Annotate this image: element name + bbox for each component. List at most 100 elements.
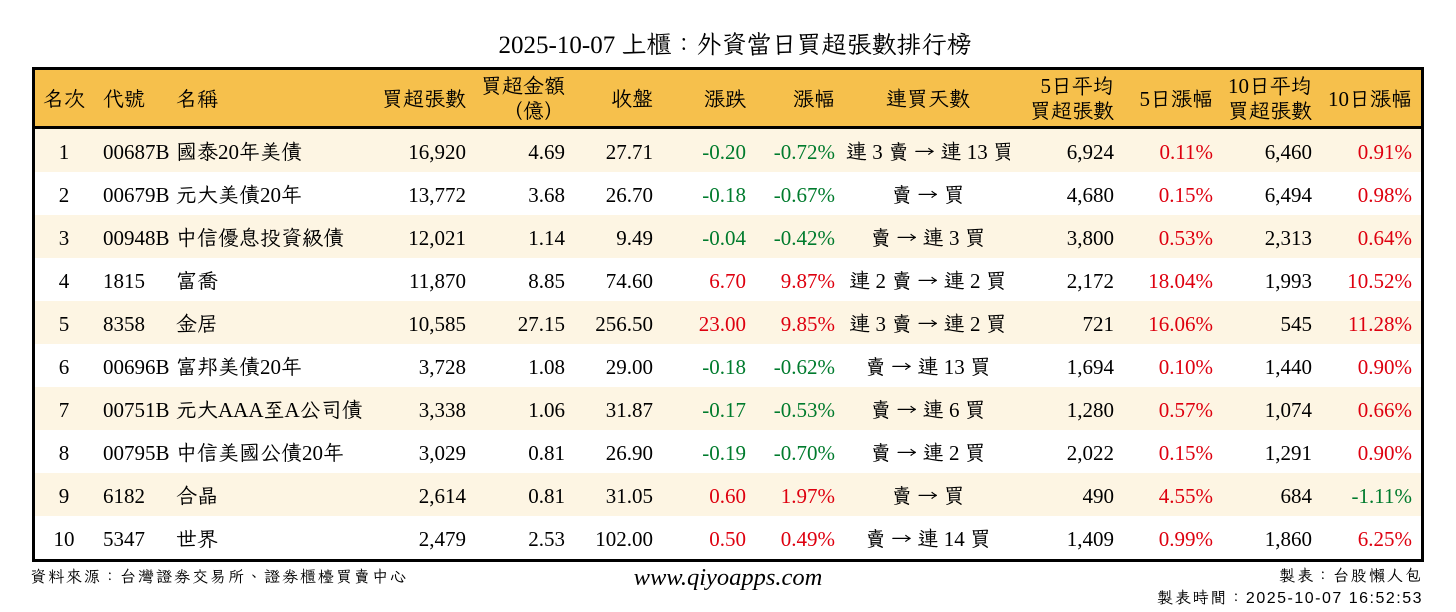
cell-pct5: 0.57%: [1125, 387, 1224, 430]
cell-change_pct: -0.67%: [773, 179, 835, 208]
table-row: 6 00696B 富邦美債20年 3,728 1.08 29.00 -0.18 -0.62% 賣…: [35, 344, 1421, 387]
cell-volume: 3,728: [418, 351, 466, 380]
cell-volume: 13,772: [408, 179, 466, 208]
table-row: 3 00948B 中信優息投資級債 12,021 1.14 9.49 -0.04 -0.42%…: [35, 215, 1421, 258]
cell-avg10: 1,291: [1264, 437, 1312, 466]
cell-pct10: 10.52%: [1347, 265, 1412, 294]
column-header-pct5: 5日漲幅: [1125, 70, 1224, 129]
table-row: 8 00795B 中信美國公債20年 3,029 0.81 26.90 -0.19 -0.70…: [35, 430, 1421, 473]
column-header-close: 收盤: [576, 70, 664, 129]
cell-rank: 9: [35, 473, 93, 516]
cell-volume: 3,338: [370, 387, 477, 430]
cell-amount: 27.15: [477, 301, 576, 344]
column-header-streak: 連買天數: [846, 70, 1010, 129]
cell-close: 31.87: [576, 387, 664, 430]
page-title: 2025-10-07 上櫃：外資當日買超張數排行榜: [498, 28, 972, 61]
cell-pct5: 18.04%: [1148, 265, 1213, 294]
maker-credit: 製表：台股懶人包: [1278, 564, 1423, 586]
cell-pct10: 0.66%: [1323, 387, 1421, 430]
cell-close: 26.70: [605, 179, 653, 208]
cell-streak: 連 3 賣 → 連 2 買: [846, 301, 1010, 344]
cell-pct10: 0.64%: [1323, 215, 1421, 258]
cell-rank: 1: [35, 129, 93, 172]
cell-streak: 連 3 賣 → 連 13 買: [846, 129, 1010, 172]
cell-avg5: 2,022: [1066, 437, 1114, 466]
cell-avg5: 4,680: [1066, 179, 1114, 208]
cell-volume: 11,870: [409, 265, 466, 294]
cell-close: 26.90: [605, 437, 653, 466]
column-header-code: 代號: [93, 70, 170, 129]
cell-avg10: 1,440: [1264, 351, 1312, 380]
cell-pct5: 16.06%: [1125, 301, 1224, 344]
cell-name: 中信美國公債20年: [176, 437, 344, 466]
cell-rank: 3: [35, 215, 93, 258]
cell-streak: 連 2 賣 → 連 2 買: [849, 265, 1007, 294]
cell-avg10: 1,993: [1264, 265, 1312, 294]
cell-change: -0.04: [664, 215, 757, 258]
cell-amount: 0.81: [477, 473, 576, 516]
column-header-name: 名稱: [170, 70, 370, 129]
cell-name: 元大美債20年: [176, 179, 302, 208]
cell-avg5: 2,172: [1066, 265, 1114, 294]
cell-pct10: 6.25%: [1357, 523, 1412, 552]
cell-change: 6.70: [709, 265, 746, 294]
cell-change_pct: 9.87%: [780, 265, 835, 294]
column-header-amount: 買超金額 （億）: [477, 70, 576, 129]
cell-change: -0.18: [702, 351, 746, 380]
cell-change_pct: -0.72%: [757, 129, 846, 172]
cell-close: 102.00: [595, 523, 653, 552]
table-row: 10 5347 世界 2,479 2.53 102.00 0.50 0.49% 賣 → 連 14…: [35, 516, 1421, 559]
table-header: 名次 代號 名稱 買超張數 買超金額 （億） 收盤 漲跌 漲幅 連買天數 5日平均 買超張數 5日漲…: [35, 70, 1421, 129]
cell-avg10: 1,074: [1224, 387, 1323, 430]
cell-rank: 8: [58, 437, 70, 466]
cell-pct5: 0.10%: [1158, 351, 1213, 380]
website-link[interactable]: www.qiyoapps.com: [633, 564, 823, 591]
cell-change_pct: 0.49%: [780, 523, 835, 552]
cell-volume: 2,614: [370, 473, 477, 516]
cell-volume: 2,479: [418, 523, 466, 552]
cell-code: 1815: [103, 265, 145, 294]
cell-name: 金居: [170, 301, 370, 344]
cell-rank: 6: [58, 351, 70, 380]
cell-avg10: 545: [1224, 301, 1323, 344]
cell-pct10: 0.90%: [1357, 351, 1412, 380]
cell-name: 元大AAA至A公司債: [170, 387, 370, 430]
cell-change: -0.20: [664, 129, 757, 172]
column-header-pct10: 10日漲幅: [1323, 70, 1421, 129]
cell-close: 29.00: [605, 351, 653, 380]
cell-rank: 4: [58, 265, 70, 294]
column-header-rank: 名次: [35, 70, 93, 129]
cell-amount: 1.08: [528, 351, 565, 380]
cell-name: 富喬: [176, 265, 218, 294]
cell-change: -0.17: [664, 387, 757, 430]
table-row: 1 00687B 國泰20年美債 16,920 4.69 27.71 -0.20 -0.72%…: [35, 129, 1421, 172]
table-row: 5 8358 金居 10,585 27.15 256.50 23.00 9.85% 連 3 賣 …: [35, 301, 1421, 344]
cell-streak: 賣 → 連 6 買: [846, 387, 1010, 430]
cell-pct5: 0.99%: [1158, 523, 1213, 552]
table-row: 2 00679B 元大美債20年 13,772 3.68 26.70 -0.18 -0.67%…: [35, 172, 1421, 215]
cell-code: 5347: [103, 523, 145, 552]
cell-code: 6182: [93, 473, 170, 516]
cell-rank: 10: [53, 523, 75, 552]
cell-name: 富邦美債20年: [176, 351, 302, 380]
cell-volume: 16,920: [370, 129, 477, 172]
cell-amount: 2.53: [528, 523, 565, 552]
cell-change: -0.18: [702, 179, 746, 208]
cell-change_pct: -0.62%: [773, 351, 835, 380]
cell-volume: 10,585: [370, 301, 477, 344]
cell-avg5: 1,280: [1010, 387, 1125, 430]
cell-change: 23.00: [664, 301, 757, 344]
cell-streak: 賣 → 連 14 買: [865, 523, 991, 552]
table-row: 9 6182 合晶 2,614 0.81 31.05 0.60 1.97% 賣 → 買 490 4.…: [35, 473, 1421, 516]
cell-amount: 1.14: [477, 215, 576, 258]
cell-change_pct: -0.53%: [757, 387, 846, 430]
cell-rank: 2: [58, 179, 70, 208]
made-at-timestamp: 製表時間：2025-10-07 16:52:53: [1156, 586, 1423, 608]
cell-close: 9.49: [576, 215, 664, 258]
cell-avg5: 6,924: [1010, 129, 1125, 172]
cell-pct5: 0.53%: [1125, 215, 1224, 258]
cell-change: 0.50: [709, 523, 746, 552]
cell-pct10: -1.11%: [1323, 473, 1421, 516]
cell-avg10: 1,860: [1264, 523, 1312, 552]
cell-streak: 賣 → 連 2 買: [870, 437, 986, 466]
